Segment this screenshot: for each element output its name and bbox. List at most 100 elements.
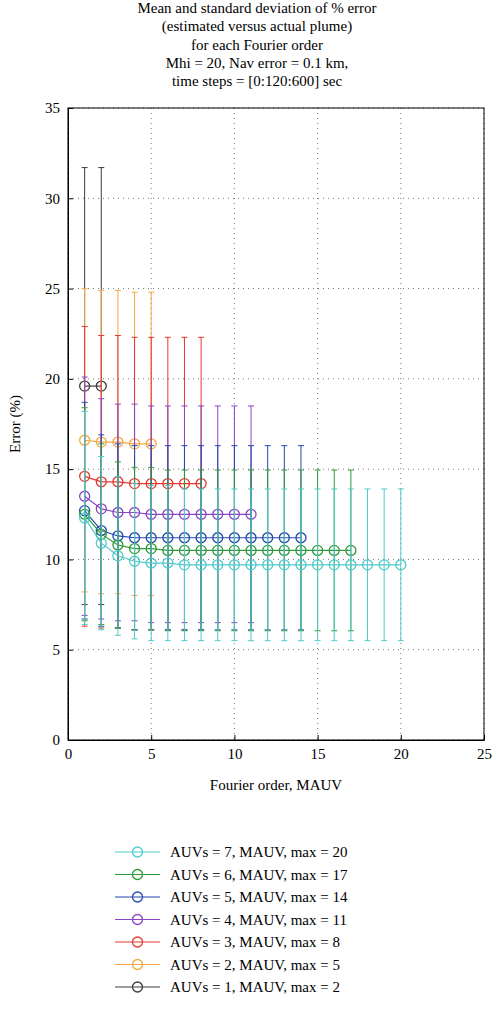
y-tick-mark: [68, 650, 73, 651]
title: Mean and standard deviation of % error: [137, 0, 376, 16]
error-cap: [82, 626, 88, 627]
marker: [96, 538, 106, 548]
error-cap: [82, 411, 88, 412]
grid-line: [68, 198, 484, 199]
legend-marker: [133, 892, 143, 902]
error-cap: [365, 640, 371, 641]
error-cap: [315, 640, 321, 641]
marker: [163, 558, 173, 568]
error-cap: [98, 629, 104, 630]
error-cap: [165, 405, 171, 406]
error-cap: [115, 476, 121, 477]
legend-label: AUVs = 6, MAUV, max = 17: [170, 867, 348, 883]
y-tick-mark: [68, 469, 73, 470]
legend-marker: [133, 870, 143, 880]
error-cap: [82, 402, 88, 403]
error-cap: [365, 489, 371, 490]
error-cap: [115, 404, 121, 405]
y-tick-mark: [68, 559, 73, 560]
legend-line: [115, 919, 160, 920]
legend-label: AUVs = 5, MAUV, max = 14: [170, 889, 348, 905]
marker: [246, 560, 256, 570]
grid-line: [68, 469, 484, 470]
y-tick-label: 10: [45, 552, 60, 568]
error-cap: [248, 445, 254, 446]
title: (estimated versus actual plume): [162, 18, 352, 35]
error-cap: [82, 624, 88, 625]
legend-entry: AUVs = 1, MAUV, max = 2: [115, 979, 340, 995]
legend-entry: AUVs = 3, MAUV, max = 8: [115, 934, 340, 950]
error-cap: [265, 470, 271, 471]
error-cap: [115, 635, 121, 636]
y-tick-mark: [68, 108, 73, 109]
series-line: [85, 385, 102, 386]
y-tick-label: 25: [45, 281, 60, 297]
grid-line: [68, 378, 484, 379]
error-cap: [98, 167, 104, 168]
y-axis: 05101520253035: [45, 100, 73, 748]
error-cap: [231, 489, 237, 490]
error-cap: [281, 445, 287, 446]
x-tick-label: 10: [227, 746, 242, 762]
y-tick: 15: [45, 461, 73, 477]
error-cap: [281, 489, 287, 490]
error-cap: [148, 640, 154, 641]
error-cap: [98, 443, 104, 444]
y-tick: 0: [53, 732, 74, 748]
x-tick-mark: [318, 735, 319, 740]
marker: [179, 560, 189, 570]
error-cap: [331, 640, 337, 641]
marker: [130, 556, 140, 566]
legend: AUVs = 7, MAUV, max = 20AUVs = 6, MAUV, …: [115, 844, 348, 995]
legend-entry: AUVs = 5, MAUV, max = 14: [115, 889, 348, 905]
y-tick: 35: [45, 100, 73, 116]
error-cap: [248, 489, 254, 490]
y-tick-label: 30: [45, 191, 60, 207]
y-tick: 10: [45, 552, 73, 568]
error-cap: [98, 456, 104, 457]
error-cap: [98, 434, 104, 435]
error-cap: [165, 470, 171, 471]
y-tick-label: 5: [53, 642, 61, 658]
legend-label: AUVs = 1, MAUV, max = 2: [170, 979, 340, 995]
legend-marker: [133, 915, 143, 925]
error-cap: [348, 640, 354, 641]
error-cap: [165, 445, 171, 446]
error-cap: [181, 337, 187, 338]
error-cap: [281, 640, 287, 641]
error-cap: [115, 290, 121, 291]
error-cap: [231, 445, 237, 446]
error-cap: [398, 489, 404, 490]
marker: [263, 560, 273, 570]
y-tick-mark: [68, 198, 73, 199]
subtitle: Mhi = 20, Nav error = 0.1 km,: [166, 55, 349, 71]
error-cap: [265, 640, 271, 641]
plot-area: [80, 168, 406, 641]
error-cap: [115, 443, 121, 444]
marker: [346, 560, 356, 570]
error-cap: [181, 470, 187, 471]
error-cap: [198, 445, 204, 446]
marker: [313, 560, 323, 570]
y-tick-label: 15: [45, 461, 60, 477]
title: for each Fourier order: [191, 37, 323, 53]
error-cap: [82, 377, 88, 378]
legend-marker: [133, 982, 143, 992]
x-axis-line: [69, 740, 485, 741]
y-tick: 25: [45, 281, 73, 297]
x-tick-label: 25: [477, 746, 492, 762]
marker: [229, 560, 239, 570]
error-cap: [231, 640, 237, 641]
error-cap: [198, 470, 204, 471]
y-tick: 30: [45, 191, 73, 207]
y-tick-label: 0: [53, 732, 61, 748]
error-cap: [181, 445, 187, 446]
error-cap: [348, 489, 354, 490]
subtitle: time steps = [0:120:600] sec: [172, 73, 342, 89]
y-axis-label: Error (%): [7, 395, 24, 453]
error-cap: [215, 489, 221, 490]
y-tick-mark: [68, 740, 73, 741]
error-cap: [132, 638, 138, 639]
grid-line: [68, 288, 484, 289]
error-cap: [331, 470, 337, 471]
